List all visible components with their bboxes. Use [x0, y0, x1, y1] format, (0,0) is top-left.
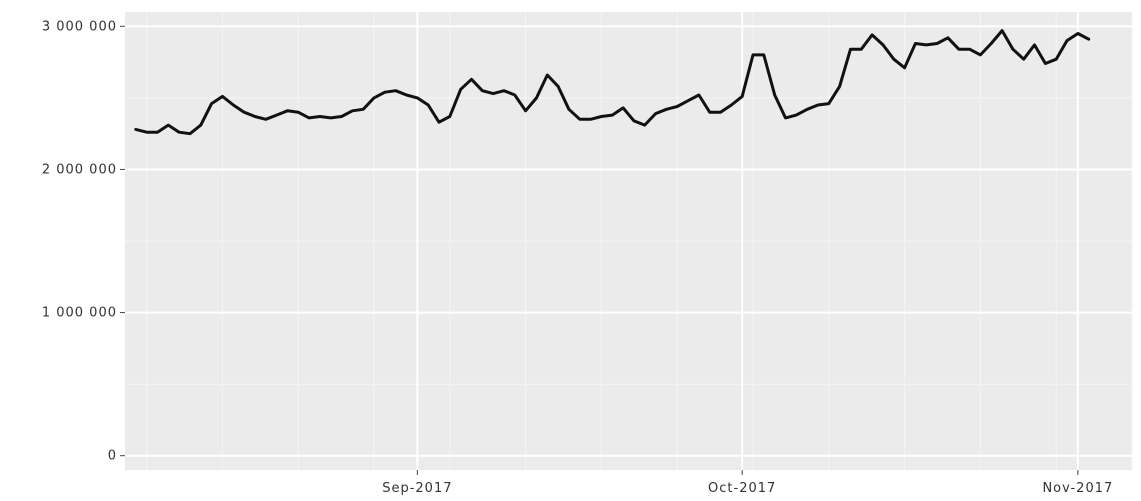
minor-y-gridlines	[125, 97, 1132, 385]
y-tick-label: 1 000 000	[42, 306, 117, 321]
y-axis: 0 1 000 000 2 000 000 3 000 000	[42, 19, 125, 464]
x-tick-label: Nov-2017	[1042, 481, 1113, 496]
y-tick-label: 2 000 000	[42, 162, 117, 177]
y-tick-label: 3 000 000	[42, 19, 117, 34]
series-line	[134, 29, 1091, 136]
x-tick-label: Oct-2017	[708, 481, 776, 496]
x-axis: Sep-2017 Oct-2017 Nov-2017	[382, 470, 1113, 496]
y-tick-label: 0	[108, 449, 117, 464]
x-tick-label: Sep-2017	[382, 481, 452, 496]
major-gridlines	[125, 12, 1132, 470]
